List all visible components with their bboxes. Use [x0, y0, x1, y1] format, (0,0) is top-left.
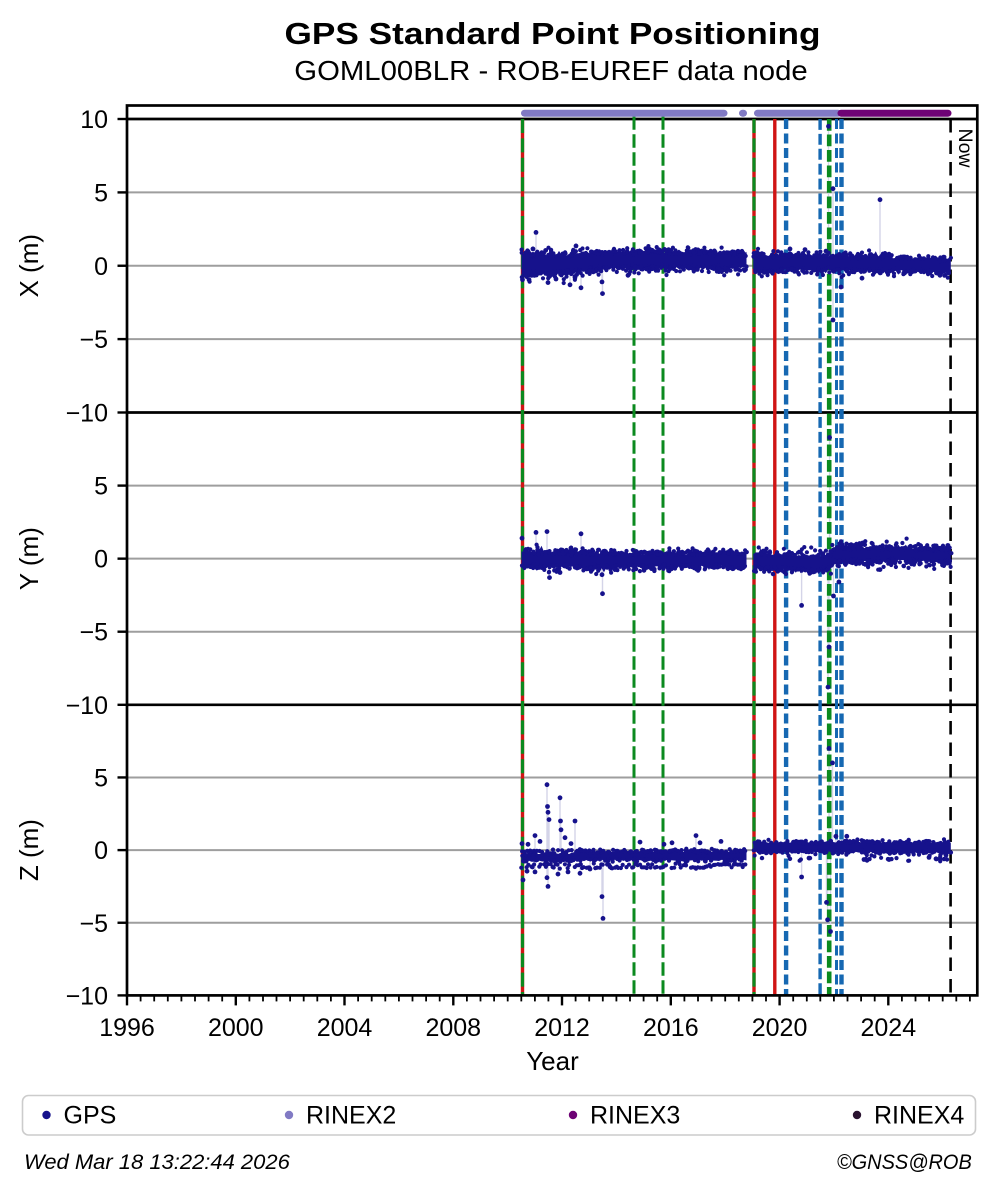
svg-text:Y (m): Y (m) — [14, 527, 44, 590]
svg-text:0: 0 — [94, 253, 108, 281]
svg-text:1996: 1996 — [99, 1014, 155, 1042]
svg-text:GPS Standard Point Positioning: GPS Standard Point Positioning — [285, 16, 821, 51]
svg-text:0: 0 — [94, 546, 108, 574]
svg-text:Year: Year — [526, 1046, 579, 1076]
svg-text:2024: 2024 — [861, 1014, 917, 1042]
svg-text:Z (m): Z (m) — [14, 819, 44, 881]
svg-text:−10: −10 — [66, 400, 108, 428]
svg-text:2000: 2000 — [208, 1014, 264, 1042]
svg-text:Now: Now — [954, 129, 976, 169]
svg-text:−10: −10 — [66, 692, 108, 720]
svg-text:RINEX2: RINEX2 — [306, 1102, 396, 1130]
svg-text:X (m): X (m) — [14, 234, 44, 298]
svg-text:10: 10 — [80, 106, 108, 134]
svg-text:2012: 2012 — [534, 1014, 590, 1042]
svg-text:−10: −10 — [66, 982, 108, 1010]
svg-text:GPS: GPS — [64, 1102, 117, 1130]
svg-text:5: 5 — [94, 764, 108, 792]
svg-text:2016: 2016 — [643, 1014, 699, 1042]
svg-text:2020: 2020 — [752, 1014, 808, 1042]
svg-text:5: 5 — [94, 473, 108, 501]
svg-text:−5: −5 — [79, 910, 108, 938]
svg-text:5: 5 — [94, 179, 108, 207]
svg-text:0: 0 — [94, 837, 108, 865]
svg-text:Wed Mar 18 13:22:44 2026: Wed Mar 18 13:22:44 2026 — [24, 1151, 290, 1174]
svg-text:RINEX4: RINEX4 — [874, 1102, 964, 1130]
svg-text:−5: −5 — [79, 326, 108, 354]
svg-text:2004: 2004 — [317, 1014, 373, 1042]
svg-text:©GNSS@ROB: ©GNSS@ROB — [837, 1151, 972, 1174]
svg-text:−5: −5 — [79, 619, 108, 647]
svg-text:GOML00BLR - ROB-EUREF data nod: GOML00BLR - ROB-EUREF data node — [294, 55, 808, 86]
svg-text:2008: 2008 — [425, 1014, 481, 1042]
svg-text:RINEX3: RINEX3 — [590, 1102, 680, 1130]
